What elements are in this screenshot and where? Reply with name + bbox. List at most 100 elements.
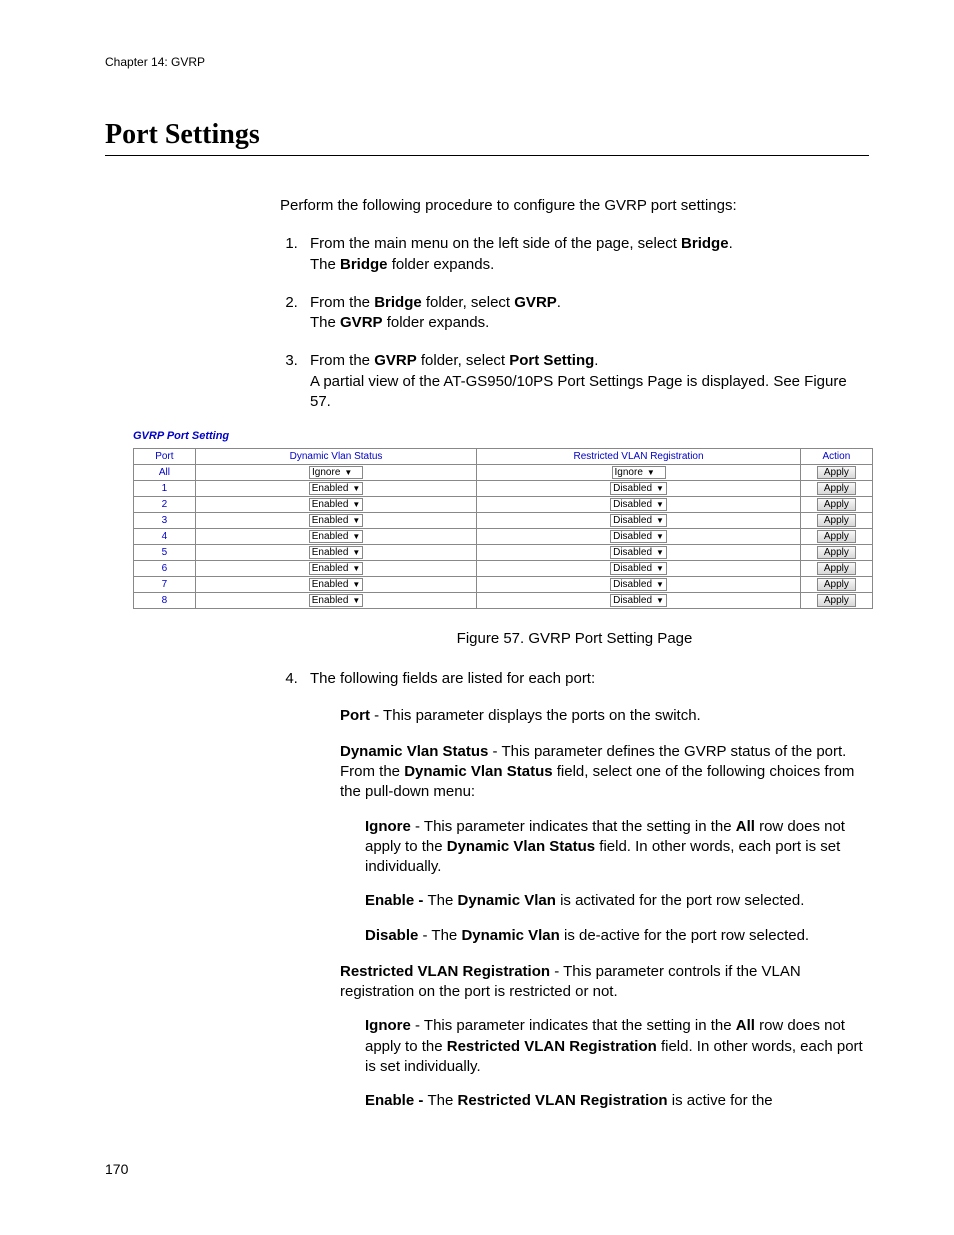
cell-port: 4: [134, 529, 196, 545]
cell-dvs: Enabled▼: [195, 497, 477, 513]
cell-dvs: Enabled▼: [195, 561, 477, 577]
cell-action: Apply: [800, 577, 872, 593]
dvs-dropdown[interactable]: Enabled▼: [309, 530, 364, 543]
step1-bridge-bold2: Bridge: [340, 256, 388, 273]
chevron-down-icon: ▼: [652, 500, 664, 509]
step2-gvrp-bold2: GVRP: [340, 314, 383, 331]
rvr-dropdown[interactable]: Disabled▼: [610, 578, 667, 591]
chevron-down-icon: ▼: [340, 468, 352, 477]
figure-caption: Figure 57. GVRP Port Setting Page: [280, 629, 869, 649]
def-enable-label: Enable -: [365, 892, 428, 909]
rvr-dropdown[interactable]: Disabled▼: [610, 514, 667, 527]
apply-button[interactable]: Apply: [817, 530, 856, 543]
def-ignore2-text-a: - This parameter indicates that the sett…: [411, 1017, 736, 1034]
dvs-dropdown[interactable]: Enabled▼: [309, 498, 364, 511]
apply-button[interactable]: Apply: [817, 578, 856, 591]
dvs-dropdown[interactable]: Ignore▼: [309, 466, 363, 479]
page-number: 170: [105, 1161, 869, 1177]
rvr-dropdown[interactable]: Disabled▼: [610, 546, 667, 559]
cell-rvr: Ignore▼: [477, 465, 800, 481]
step2-text-c: folder, select: [422, 294, 515, 311]
apply-button[interactable]: Apply: [817, 514, 856, 527]
table-row: 4 Enabled▼ Disabled▼ Apply: [134, 529, 873, 545]
port-setting-table: Port Dynamic Vlan Status Restricted VLAN…: [133, 448, 873, 609]
def-port-text: - This parameter displays the ports on t…: [370, 707, 701, 724]
rvr-dropdown[interactable]: Disabled▼: [610, 594, 667, 607]
def-ignore2-label: Ignore: [365, 1017, 411, 1034]
chevron-down-icon: ▼: [652, 596, 664, 605]
cell-action: Apply: [800, 593, 872, 609]
cell-port: 7: [134, 577, 196, 593]
def-ignore2-text-c: Restricted VLAN Registration: [447, 1038, 657, 1055]
cell-port: 5: [134, 545, 196, 561]
rvr-dropdown[interactable]: Disabled▼: [610, 530, 667, 543]
step2-text-f-a: The: [310, 314, 340, 331]
chevron-down-icon: ▼: [348, 596, 360, 605]
cell-action: Apply: [800, 465, 872, 481]
cell-dvs: Ignore▼: [195, 465, 477, 481]
apply-button[interactable]: Apply: [817, 546, 856, 559]
step2-text-a: From the: [310, 294, 374, 311]
rvr-dropdown[interactable]: Disabled▼: [610, 482, 667, 495]
cell-rvr: Disabled▼: [477, 577, 800, 593]
dvs-dropdown[interactable]: Enabled▼: [309, 562, 364, 575]
step3-text-a: From the: [310, 352, 374, 369]
step2-gvrp-bold: GVRP: [514, 294, 557, 311]
def-dvs-label: Dynamic Vlan Status: [340, 743, 488, 760]
table-row: 1Enabled▼Disabled▼Apply: [134, 481, 873, 497]
cell-action: Apply: [800, 481, 872, 497]
cell-rvr: Disabled▼: [477, 497, 800, 513]
chevron-down-icon: ▼: [652, 580, 664, 589]
dvs-dropdown[interactable]: Enabled▼: [309, 482, 364, 495]
def-rvr-label: Restricted VLAN Registration: [340, 963, 550, 980]
chevron-down-icon: ▼: [348, 548, 360, 557]
table-row: 6Enabled▼Disabled▼Apply: [134, 561, 873, 577]
cell-dvs: Enabled▼: [195, 529, 477, 545]
def-enable2-text-a: The: [428, 1092, 458, 1109]
cell-action: Apply: [800, 529, 872, 545]
def-disable-text-a: - The: [418, 927, 461, 944]
cell-dvs: Enabled▼: [195, 577, 477, 593]
def-enable-text-b: Dynamic Vlan: [458, 892, 556, 909]
def-ignore-label: Ignore: [365, 818, 411, 835]
cell-port: 8: [134, 593, 196, 609]
def-disable-label: Disable: [365, 927, 418, 944]
cell-action: Apply: [800, 561, 872, 577]
step3-gvrp-bold: GVRP: [374, 352, 417, 369]
def-port-label: Port: [340, 707, 370, 724]
chevron-down-icon: ▼: [348, 580, 360, 589]
step1-text-f: folder expands.: [388, 256, 495, 273]
chevron-down-icon: ▼: [348, 484, 360, 493]
step2-text-f-c: folder expands.: [383, 314, 490, 331]
apply-button[interactable]: Apply: [817, 498, 856, 511]
cell-rvr: Disabled▼: [477, 593, 800, 609]
dvs-dropdown[interactable]: Enabled▼: [309, 594, 364, 607]
step4-text: The following fields are listed for each…: [310, 670, 595, 687]
def-disable-text-b: Dynamic Vlan: [461, 927, 559, 944]
cell-dvs: Enabled▼: [195, 481, 477, 497]
chevron-down-icon: ▼: [652, 564, 664, 573]
th-rvr: Restricted VLAN Registration: [477, 449, 800, 465]
apply-button[interactable]: Apply: [817, 466, 856, 479]
rvr-dropdown[interactable]: Ignore▼: [612, 466, 666, 479]
cell-rvr: Disabled▼: [477, 513, 800, 529]
intro-text: Perform the following procedure to confi…: [280, 196, 869, 216]
section-title: Port Settings: [105, 119, 869, 156]
apply-button[interactable]: Apply: [817, 594, 856, 607]
apply-button[interactable]: Apply: [817, 482, 856, 495]
cell-port: 3: [134, 513, 196, 529]
rvr-dropdown[interactable]: Disabled▼: [610, 498, 667, 511]
dvs-dropdown[interactable]: Enabled▼: [309, 546, 364, 559]
chevron-down-icon: ▼: [348, 532, 360, 541]
def-enable2-label: Enable -: [365, 1092, 428, 1109]
step-4: The following fields are listed for each…: [302, 669, 869, 1111]
apply-button[interactable]: Apply: [817, 562, 856, 575]
chevron-down-icon: ▼: [652, 484, 664, 493]
dvs-dropdown[interactable]: Enabled▼: [309, 578, 364, 591]
dvs-dropdown[interactable]: Enabled▼: [309, 514, 364, 527]
chevron-down-icon: ▼: [652, 532, 664, 541]
rvr-dropdown[interactable]: Disabled▼: [610, 562, 667, 575]
cell-dvs: Enabled▼: [195, 513, 477, 529]
step3-text-e: .: [594, 352, 598, 369]
chapter-header: Chapter 14: GVRP: [105, 55, 869, 69]
